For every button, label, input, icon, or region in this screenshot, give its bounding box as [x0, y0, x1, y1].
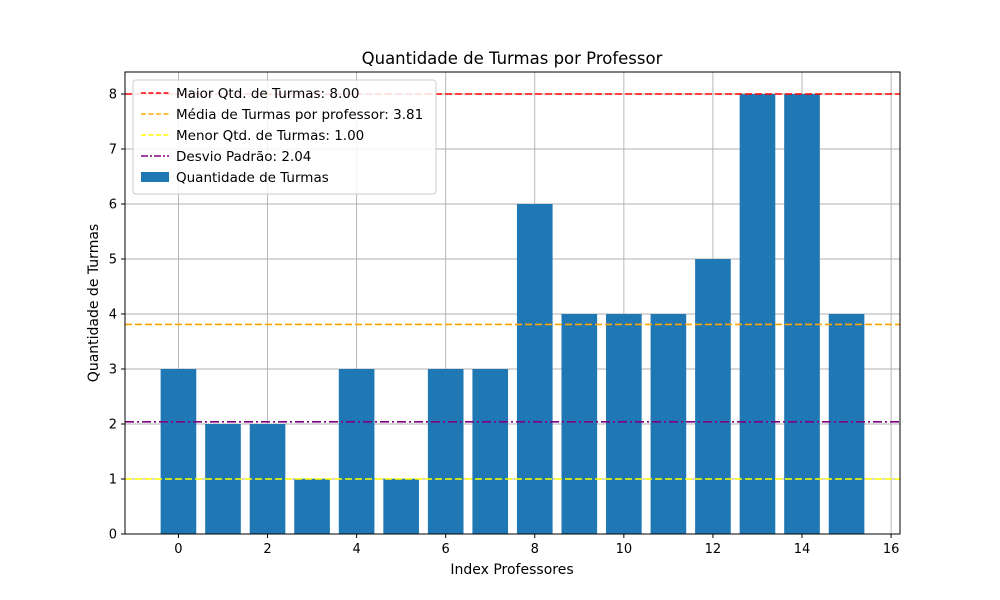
x-tick-label: 10 [616, 542, 633, 557]
x-tick-label: 2 [263, 542, 271, 557]
y-tick-label: 4 [109, 308, 117, 323]
plot-frame [124, 71, 901, 535]
x-tick-label: 4 [352, 542, 360, 557]
bar [383, 479, 419, 534]
y-tick-label: 0 [109, 528, 117, 543]
legend-box [132, 79, 437, 195]
bar [160, 369, 197, 534]
chart-title: Quantidade de Turmas por Professor [362, 49, 663, 68]
bar [472, 369, 509, 534]
y-tick-label: 3 [109, 363, 117, 378]
y-tick-label: 8 [109, 88, 117, 103]
legend: Maior Qtd. de Turmas: 8.00 Média de Turma… [132, 79, 437, 195]
y-tick-label: 6 [109, 198, 117, 213]
bar [784, 94, 820, 534]
x-tick-label: 14 [794, 542, 811, 557]
y-tick-label: 1 [109, 473, 117, 488]
bar [828, 314, 865, 534]
y-axis-title: Quantidade de Turmas [86, 224, 102, 382]
legend-entry-label: Média de Turmas por professor: 3.81 [176, 107, 423, 123]
legend-bar-swatch [141, 172, 169, 182]
legend-entry-label: Desvio Padrão: 2.04 [176, 149, 311, 165]
bar [739, 94, 776, 534]
x-tick-label: 0 [174, 542, 182, 557]
bar [695, 259, 731, 534]
y-tick-label: 5 [109, 253, 117, 268]
x-tick-label: 6 [442, 542, 450, 557]
x-tick-label: 12 [705, 542, 722, 557]
x-axis-title: Index Professores [450, 562, 573, 578]
bar [516, 204, 553, 534]
bar [561, 314, 598, 534]
x-tick-label: 16 [883, 542, 900, 557]
bar [606, 314, 642, 534]
y-tick-label: 7 [109, 143, 117, 158]
bar [294, 479, 330, 534]
reference-lines [125, 93, 900, 480]
legend-entry-label: Maior Qtd. de Turmas: 8.00 [176, 86, 359, 102]
x-tick-label: 8 [531, 542, 539, 557]
y-tick-label: 2 [109, 418, 117, 433]
bar [338, 369, 375, 534]
bar [427, 369, 464, 534]
legend-entry-label: Menor Qtd. de Turmas: 1.00 [176, 128, 364, 144]
legend-entry-label: Quantidade de Turmas [176, 170, 329, 186]
bar [650, 314, 687, 534]
